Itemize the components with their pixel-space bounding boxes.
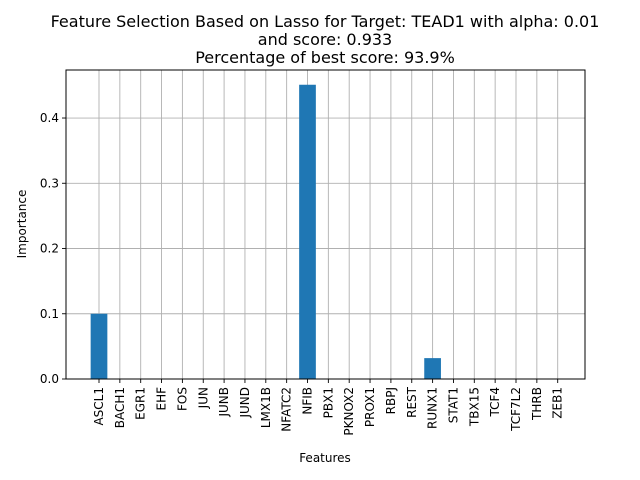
x-tick-label: EHF [155, 387, 169, 411]
y-tick-label: 0.4 [40, 111, 59, 125]
chart-title-line-3: Percentage of best score: 93.9% [195, 48, 455, 67]
x-tick-label: TCF7L2 [509, 387, 523, 432]
x-tick-label: ASCL1 [92, 387, 106, 426]
y-tick-label: 0.3 [40, 176, 59, 190]
x-tick-label: RBPJ [384, 387, 398, 414]
x-tick-label: RUNX1 [426, 387, 440, 429]
y-tick-label: 0.2 [40, 242, 59, 256]
x-tick-label: STAT1 [446, 387, 460, 423]
x-tick-label: JUND [238, 387, 252, 419]
x-axis-label: Features [299, 451, 351, 465]
x-tick-label: ZEB1 [551, 387, 565, 419]
bars-layer [90, 84, 441, 379]
y-tick-label: 0.0 [40, 372, 59, 386]
x-tick-label: THRB [530, 387, 544, 421]
x-tick-label: PBX1 [321, 387, 335, 418]
bar-runx1 [424, 358, 441, 379]
axis-layer: ASCL1 BACH1 EGR1 EHF FOS JUN JUNB JUND LMX1B NFAT… [40, 111, 565, 436]
bar-nfib [299, 84, 316, 379]
x-tick-label: TBX15 [467, 387, 481, 427]
x-tick-label: NFIB [301, 387, 315, 415]
x-tick-label: FOS [175, 387, 189, 411]
plot-frame [65, 69, 586, 380]
chart-title-line-2: and score: 0.933 [258, 30, 392, 49]
x-tick-label: JUN [196, 387, 210, 409]
x-tick-label: REST [405, 386, 419, 418]
x-tick-label: EGR1 [134, 387, 148, 420]
chart-title-line-1: Feature Selection Based on Lasso for Tar… [51, 12, 600, 31]
x-tick-label: NFATC2 [280, 387, 294, 432]
x-tick-label: LMX1B [259, 387, 273, 428]
y-tick-label: 0.1 [40, 307, 59, 321]
x-tick-label: PROX1 [363, 387, 377, 427]
y-axis-label: Importance [15, 190, 29, 259]
x-tick-label: BACH1 [113, 387, 127, 428]
bar-ascl1 [90, 313, 108, 379]
grid-layer [66, 70, 585, 380]
x-tick-label: TCF4 [488, 387, 502, 418]
x-tick-label: PKNOX2 [342, 387, 356, 436]
x-tick-label: JUNB [217, 387, 231, 418]
